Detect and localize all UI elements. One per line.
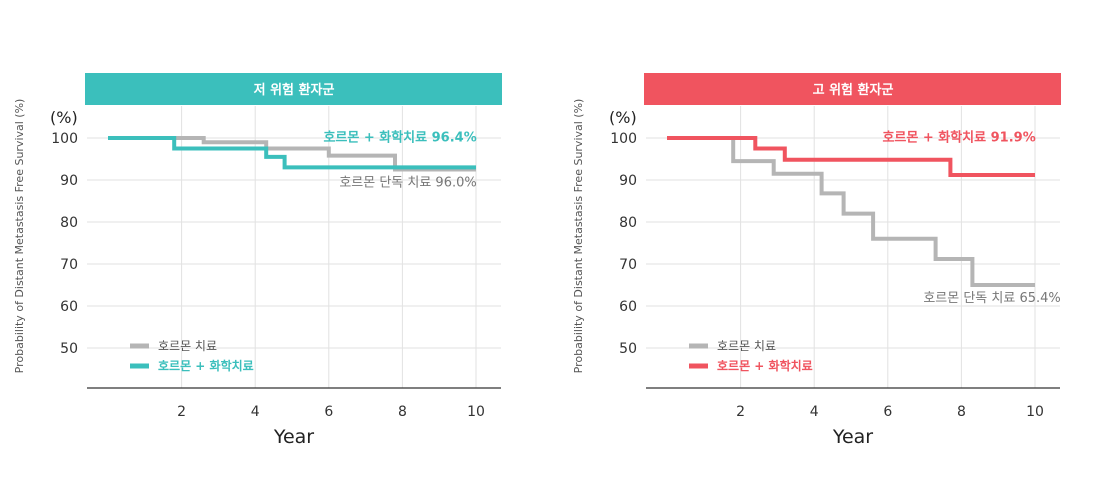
y-tick-label: 70 <box>619 257 637 273</box>
x-tick-label: 2 <box>177 404 186 420</box>
x-tick-label: 6 <box>324 404 333 420</box>
series-annotation: 호르몬 + 화학치료 91.9% <box>882 129 1035 145</box>
y-axis-title: Probability of Distant Metastasis Free S… <box>572 99 585 374</box>
series-line-hormone-chemo <box>667 136 1035 177</box>
y-tick-label: 90 <box>60 173 78 189</box>
x-tick-label: 4 <box>810 404 819 420</box>
chart-header-bar <box>644 73 1061 105</box>
y-unit-label: (%) <box>50 108 78 127</box>
x-tick-label: 6 <box>883 404 892 420</box>
y-tick-label: 80 <box>60 215 78 231</box>
chart-header-bar <box>85 73 502 105</box>
series-line-hormone-chemo <box>108 136 476 170</box>
y-tick-label: 80 <box>619 215 637 231</box>
legend-label: 호르몬 치료 <box>717 339 776 353</box>
y-tick-label: 90 <box>619 173 637 189</box>
chart-low-risk: 저 위험 환자군 50 60 70 80 90 100 (%) 2 4 6 8 10 Year Probab… <box>13 73 502 448</box>
y-axis-title: Probability of Distant Metastasis Free S… <box>13 99 26 374</box>
x-tick-label: 8 <box>957 404 966 420</box>
legend-label: 호르몬 + 화학치료 <box>158 358 254 373</box>
chart-title: 저 위험 환자군 <box>254 82 335 98</box>
x-axis-title: Year <box>832 426 873 448</box>
x-tick-label: 4 <box>251 404 260 420</box>
legend-label: 호르몬 + 화학치료 <box>717 358 813 373</box>
x-tick-label: 10 <box>1026 404 1044 420</box>
y-tick-label: 70 <box>60 257 78 273</box>
x-axis-title: Year <box>273 426 314 448</box>
legend-label: 호르몬 치료 <box>158 339 217 353</box>
series-line-hormone <box>108 136 476 172</box>
series-annotation: 호르몬 단독 치료 96.0% <box>339 175 476 190</box>
y-tick-label: 50 <box>619 341 637 357</box>
series-annotation: 호르몬 + 화학치료 96.4% <box>323 129 476 145</box>
chart-title: 고 위험 환자군 <box>813 82 894 98</box>
x-tick-label: 10 <box>467 404 485 420</box>
y-tick-label: 50 <box>60 341 78 357</box>
y-tick-label: 100 <box>51 131 78 147</box>
x-tick-label: 2 <box>736 404 745 420</box>
x-tick-label: 8 <box>398 404 407 420</box>
y-unit-label: (%) <box>609 108 637 127</box>
y-tick-label: 100 <box>610 131 637 147</box>
series-annotation: 호르몬 단독 치료 65.4% <box>923 291 1060 306</box>
y-tick-label: 60 <box>619 299 637 315</box>
chart-panel-low-risk: 저 위험 환자군 50 60 70 80 90 100 (%) 2 4 6 8 10 Year Probab… <box>13 73 502 448</box>
y-tick-label: 60 <box>60 299 78 315</box>
chart-high-risk: 고 위험 환자군 50 60 70 80 90 100 (%) 2 4 6 8 10 Year Probab… <box>572 73 1061 448</box>
chart-panel-high-risk: 고 위험 환자군 50 60 70 80 90 100 (%) 2 4 6 8 10 Year Probab… <box>559 0 1118 485</box>
series-line-hormone <box>667 136 1035 287</box>
